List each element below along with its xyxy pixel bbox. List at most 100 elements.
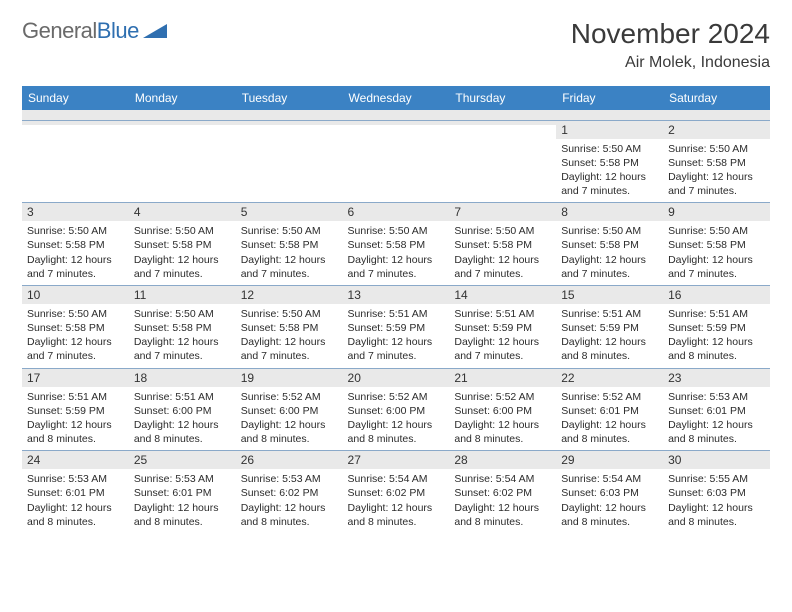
day-details: Sunrise: 5:50 AMSunset: 5:58 PMDaylight:… (663, 139, 770, 203)
day-number (236, 121, 343, 125)
day-details: Sunrise: 5:50 AMSunset: 5:58 PMDaylight:… (129, 304, 236, 368)
calendar-head: SundayMondayTuesdayWednesdayThursdayFrid… (22, 86, 770, 110)
calendar-cell: 20Sunrise: 5:52 AMSunset: 6:00 PMDayligh… (343, 368, 450, 451)
calendar-cell: 9Sunrise: 5:50 AMSunset: 5:58 PMDaylight… (663, 203, 770, 286)
calendar-cell: 30Sunrise: 5:55 AMSunset: 6:03 PMDayligh… (663, 451, 770, 533)
day-details: Sunrise: 5:50 AMSunset: 5:58 PMDaylight:… (449, 221, 556, 285)
calendar-body: 1Sunrise: 5:50 AMSunset: 5:58 PMDaylight… (22, 110, 770, 533)
day-details: Sunrise: 5:51 AMSunset: 5:59 PMDaylight:… (556, 304, 663, 368)
calendar-week: 1Sunrise: 5:50 AMSunset: 5:58 PMDaylight… (22, 120, 770, 203)
calendar-cell: 19Sunrise: 5:52 AMSunset: 6:00 PMDayligh… (236, 368, 343, 451)
page-header: GeneralBlue November 2024 Air Molek, Ind… (22, 18, 770, 72)
day-number: 9 (663, 203, 770, 221)
calendar-cell: 27Sunrise: 5:54 AMSunset: 6:02 PMDayligh… (343, 451, 450, 533)
day-header: Thursday (449, 86, 556, 110)
day-number: 17 (22, 369, 129, 387)
day-number (22, 121, 129, 125)
day-number: 4 (129, 203, 236, 221)
day-details: Sunrise: 5:51 AMSunset: 5:59 PMDaylight:… (663, 304, 770, 368)
day-number: 7 (449, 203, 556, 221)
calendar-cell: 7Sunrise: 5:50 AMSunset: 5:58 PMDaylight… (449, 203, 556, 286)
calendar-cell: 28Sunrise: 5:54 AMSunset: 6:02 PMDayligh… (449, 451, 556, 533)
day-number: 11 (129, 286, 236, 304)
day-number: 29 (556, 451, 663, 469)
calendar-cell: 11Sunrise: 5:50 AMSunset: 5:58 PMDayligh… (129, 285, 236, 368)
day-number: 27 (343, 451, 450, 469)
calendar-cell: 5Sunrise: 5:50 AMSunset: 5:58 PMDaylight… (236, 203, 343, 286)
day-details: Sunrise: 5:53 AMSunset: 6:01 PMDaylight:… (22, 469, 129, 533)
calendar-week: 24Sunrise: 5:53 AMSunset: 6:01 PMDayligh… (22, 451, 770, 533)
calendar-cell: 21Sunrise: 5:52 AMSunset: 6:00 PMDayligh… (449, 368, 556, 451)
calendar-cell: 22Sunrise: 5:52 AMSunset: 6:01 PMDayligh… (556, 368, 663, 451)
calendar-cell: 14Sunrise: 5:51 AMSunset: 5:59 PMDayligh… (449, 285, 556, 368)
day-details: Sunrise: 5:50 AMSunset: 5:58 PMDaylight:… (343, 221, 450, 285)
day-number: 20 (343, 369, 450, 387)
day-number: 23 (663, 369, 770, 387)
calendar-cell: 3Sunrise: 5:50 AMSunset: 5:58 PMDaylight… (22, 203, 129, 286)
calendar-week: 3Sunrise: 5:50 AMSunset: 5:58 PMDaylight… (22, 203, 770, 286)
calendar-cell: 25Sunrise: 5:53 AMSunset: 6:01 PMDayligh… (129, 451, 236, 533)
calendar-cell: 2Sunrise: 5:50 AMSunset: 5:58 PMDaylight… (663, 120, 770, 203)
calendar-cell: 1Sunrise: 5:50 AMSunset: 5:58 PMDaylight… (556, 120, 663, 203)
day-number: 24 (22, 451, 129, 469)
day-number: 28 (449, 451, 556, 469)
day-details: Sunrise: 5:51 AMSunset: 5:59 PMDaylight:… (449, 304, 556, 368)
day-number (449, 121, 556, 125)
day-details: Sunrise: 5:50 AMSunset: 5:58 PMDaylight:… (663, 221, 770, 285)
calendar-cell (343, 120, 450, 203)
calendar-week: 10Sunrise: 5:50 AMSunset: 5:58 PMDayligh… (22, 285, 770, 368)
day-details: Sunrise: 5:50 AMSunset: 5:58 PMDaylight:… (236, 304, 343, 368)
calendar-cell (449, 120, 556, 203)
calendar-cell: 15Sunrise: 5:51 AMSunset: 5:59 PMDayligh… (556, 285, 663, 368)
calendar-cell (236, 120, 343, 203)
spacer-row (22, 110, 770, 120)
day-details: Sunrise: 5:53 AMSunset: 6:01 PMDaylight:… (129, 469, 236, 533)
calendar-cell: 26Sunrise: 5:53 AMSunset: 6:02 PMDayligh… (236, 451, 343, 533)
day-details: Sunrise: 5:52 AMSunset: 6:00 PMDaylight:… (449, 387, 556, 451)
day-number: 26 (236, 451, 343, 469)
calendar-cell: 16Sunrise: 5:51 AMSunset: 5:59 PMDayligh… (663, 285, 770, 368)
day-details: Sunrise: 5:54 AMSunset: 6:03 PMDaylight:… (556, 469, 663, 533)
day-header: Wednesday (343, 86, 450, 110)
day-details: Sunrise: 5:53 AMSunset: 6:02 PMDaylight:… (236, 469, 343, 533)
calendar-table: SundayMondayTuesdayWednesdayThursdayFrid… (22, 86, 770, 533)
day-header: Friday (556, 86, 663, 110)
logo-triangle-icon (143, 22, 169, 40)
day-number: 30 (663, 451, 770, 469)
day-details: Sunrise: 5:55 AMSunset: 6:03 PMDaylight:… (663, 469, 770, 533)
day-details: Sunrise: 5:50 AMSunset: 5:58 PMDaylight:… (236, 221, 343, 285)
location-label: Air Molek, Indonesia (571, 54, 770, 72)
day-header: Sunday (22, 86, 129, 110)
calendar-cell: 12Sunrise: 5:50 AMSunset: 5:58 PMDayligh… (236, 285, 343, 368)
day-header-row: SundayMondayTuesdayWednesdayThursdayFrid… (22, 86, 770, 110)
calendar-week: 17Sunrise: 5:51 AMSunset: 5:59 PMDayligh… (22, 368, 770, 451)
day-number: 6 (343, 203, 450, 221)
calendar-cell: 8Sunrise: 5:50 AMSunset: 5:58 PMDaylight… (556, 203, 663, 286)
day-number: 16 (663, 286, 770, 304)
day-number (343, 121, 450, 125)
day-number: 15 (556, 286, 663, 304)
calendar-cell: 13Sunrise: 5:51 AMSunset: 5:59 PMDayligh… (343, 285, 450, 368)
calendar-cell: 29Sunrise: 5:54 AMSunset: 6:03 PMDayligh… (556, 451, 663, 533)
calendar-cell: 18Sunrise: 5:51 AMSunset: 6:00 PMDayligh… (129, 368, 236, 451)
day-header: Monday (129, 86, 236, 110)
day-number: 2 (663, 121, 770, 139)
day-details: Sunrise: 5:51 AMSunset: 5:59 PMDaylight:… (22, 387, 129, 451)
day-number: 10 (22, 286, 129, 304)
day-details: Sunrise: 5:54 AMSunset: 6:02 PMDaylight:… (343, 469, 450, 533)
day-number: 13 (343, 286, 450, 304)
day-details: Sunrise: 5:52 AMSunset: 6:01 PMDaylight:… (556, 387, 663, 451)
day-header: Saturday (663, 86, 770, 110)
day-number: 1 (556, 121, 663, 139)
calendar-cell: 10Sunrise: 5:50 AMSunset: 5:58 PMDayligh… (22, 285, 129, 368)
logo-text-blue: Blue (97, 18, 139, 43)
day-number (129, 121, 236, 125)
day-details: Sunrise: 5:50 AMSunset: 5:58 PMDaylight:… (129, 221, 236, 285)
logo-text-gray: General (22, 18, 97, 43)
day-details: Sunrise: 5:50 AMSunset: 5:58 PMDaylight:… (22, 221, 129, 285)
day-number: 18 (129, 369, 236, 387)
calendar-cell: 23Sunrise: 5:53 AMSunset: 6:01 PMDayligh… (663, 368, 770, 451)
day-details: Sunrise: 5:51 AMSunset: 5:59 PMDaylight:… (343, 304, 450, 368)
day-number: 22 (556, 369, 663, 387)
day-number: 3 (22, 203, 129, 221)
